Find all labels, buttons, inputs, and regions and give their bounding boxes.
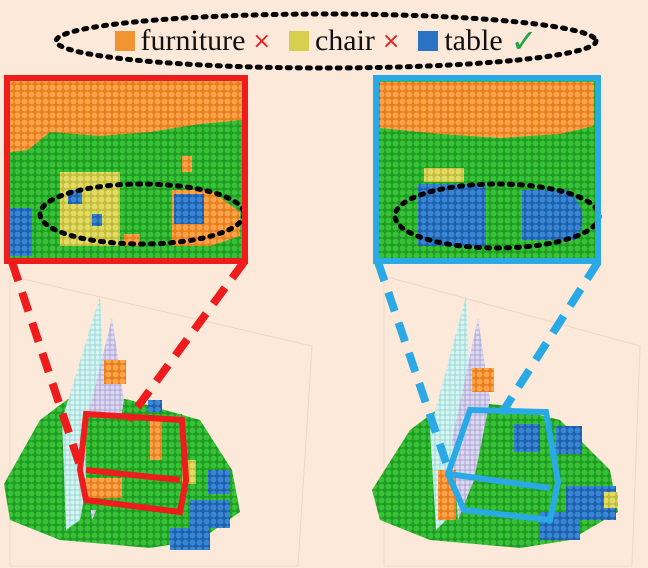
legend-label-furniture: furniture [140,24,246,57]
legend-label-table: table [444,24,503,57]
legend-item-chair: chair × [288,24,401,58]
left-zoom-panel [4,75,248,264]
right-zoom-panel [373,75,602,264]
right-connectors [374,259,602,476]
legend-label-chair: chair [314,24,375,57]
cross-icon: × [381,28,401,54]
furniture-swatch [114,31,135,51]
legend-items: furniture × chair × table ✓ [52,10,600,72]
right-point-cloud [372,275,641,567]
cross-icon: × [252,28,271,54]
legend-item-furniture: furniture × [114,24,271,58]
table-swatch [418,31,439,51]
left-connectors [8,259,248,474]
legend: furniture × chair × table ✓ [52,10,600,72]
chair-swatch [288,31,309,51]
left-point-cloud [4,275,313,567]
legend-item-table: table ✓ [418,22,537,60]
legend-dotted-ellipse [53,11,599,71]
checkmark-icon: ✓ [510,22,538,60]
